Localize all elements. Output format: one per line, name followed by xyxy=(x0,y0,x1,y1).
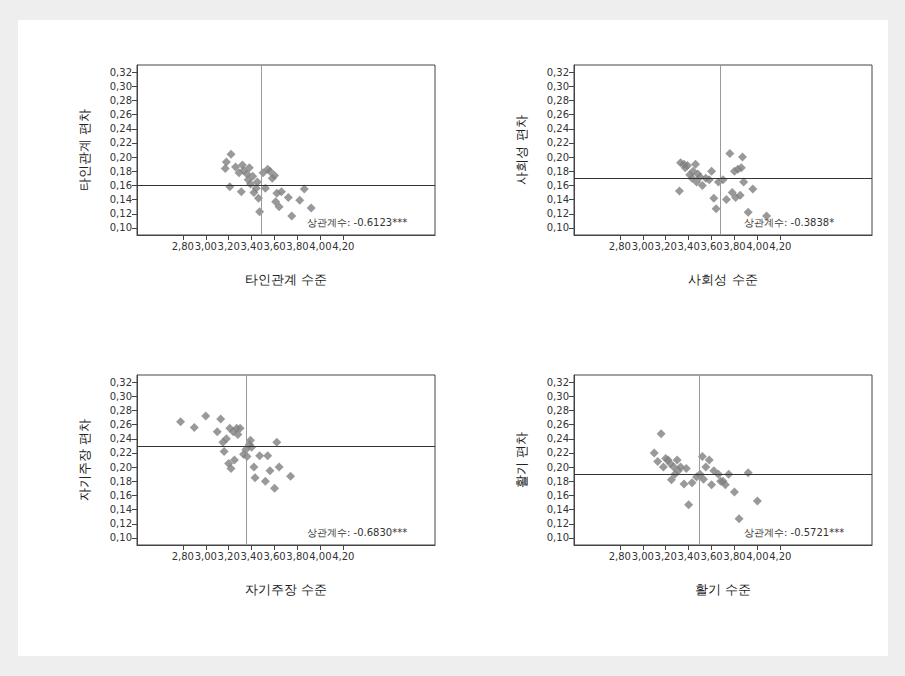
svg-text:0,22: 0,22 xyxy=(110,137,132,148)
svg-text:2,80: 2,80 xyxy=(172,551,194,562)
svg-text:3,40: 3,40 xyxy=(677,241,699,252)
svg-text:3,00: 3,00 xyxy=(195,241,217,252)
svg-text:0,32: 0,32 xyxy=(547,67,569,78)
svg-text:0,12: 0,12 xyxy=(547,518,569,529)
svg-text:0,32: 0,32 xyxy=(547,377,569,388)
svg-text:2,80: 2,80 xyxy=(172,241,194,252)
svg-text:0,12: 0,12 xyxy=(547,208,569,219)
svg-text:활기 편차: 활기 편차 xyxy=(514,432,529,488)
svg-text:0,10: 0,10 xyxy=(110,222,132,233)
svg-text:0,18: 0,18 xyxy=(110,166,132,177)
svg-text:0,26: 0,26 xyxy=(110,109,132,120)
svg-text:0,16: 0,16 xyxy=(110,180,132,191)
svg-text:0,26: 0,26 xyxy=(547,419,569,430)
svg-text:0,10: 0,10 xyxy=(547,222,569,233)
svg-text:3,60: 3,60 xyxy=(700,241,722,252)
svg-text:0,22: 0,22 xyxy=(110,447,132,458)
svg-text:0,28: 0,28 xyxy=(547,95,569,106)
svg-text:0,28: 0,28 xyxy=(110,405,132,416)
svg-text:0,26: 0,26 xyxy=(110,419,132,430)
svg-text:0,22: 0,22 xyxy=(547,447,569,458)
svg-text:0,14: 0,14 xyxy=(547,194,569,205)
svg-text:4,20: 4,20 xyxy=(332,241,354,252)
svg-text:0,24: 0,24 xyxy=(110,433,132,444)
svg-text:0,18: 0,18 xyxy=(110,476,132,487)
svg-text:3,40: 3,40 xyxy=(240,551,262,562)
svg-text:사회성 수준: 사회성 수준 xyxy=(688,272,757,287)
svg-text:3,20: 3,20 xyxy=(655,551,677,562)
svg-text:0,28: 0,28 xyxy=(547,405,569,416)
svg-text:0,22: 0,22 xyxy=(547,137,569,148)
svg-text:0,20: 0,20 xyxy=(110,462,132,473)
svg-text:3,80: 3,80 xyxy=(723,551,745,562)
svg-text:0,14: 0,14 xyxy=(110,504,132,515)
svg-text:3,60: 3,60 xyxy=(700,551,722,562)
svg-text:3,40: 3,40 xyxy=(240,241,262,252)
svg-text:0,18: 0,18 xyxy=(547,476,569,487)
svg-text:0,12: 0,12 xyxy=(110,518,132,529)
svg-text:4,00: 4,00 xyxy=(309,551,331,562)
svg-text:3,60: 3,60 xyxy=(263,241,285,252)
svg-text:0,20: 0,20 xyxy=(547,462,569,473)
svg-text:0,10: 0,10 xyxy=(547,532,569,543)
svg-text:0,12: 0,12 xyxy=(110,208,132,219)
svg-text:0,24: 0,24 xyxy=(547,433,569,444)
svg-text:사회성 편차: 사회성 편차 xyxy=(514,115,529,184)
svg-text:2,80: 2,80 xyxy=(609,241,631,252)
svg-text:0,30: 0,30 xyxy=(547,81,569,92)
svg-text:4,00: 4,00 xyxy=(746,551,768,562)
svg-text:0,10: 0,10 xyxy=(110,532,132,543)
svg-text:상관계수: -0.5721***: 상관계수: -0.5721*** xyxy=(744,527,844,538)
svg-text:3,20: 3,20 xyxy=(218,551,240,562)
svg-text:3,80: 3,80 xyxy=(723,241,745,252)
svg-text:3,00: 3,00 xyxy=(632,551,654,562)
svg-text:0,24: 0,24 xyxy=(547,123,569,134)
svg-text:자기주장 편차: 자기주장 편차 xyxy=(77,419,92,501)
svg-text:타인관계 편차: 타인관계 편차 xyxy=(77,109,92,191)
svg-text:0,26: 0,26 xyxy=(547,109,569,120)
svg-text:4,20: 4,20 xyxy=(769,551,791,562)
svg-text:0,30: 0,30 xyxy=(110,81,132,92)
svg-text:타인관계 수준: 타인관계 수준 xyxy=(245,272,327,287)
svg-text:0,14: 0,14 xyxy=(110,194,132,205)
svg-text:0,18: 0,18 xyxy=(547,166,569,177)
svg-text:4,00: 4,00 xyxy=(746,241,768,252)
svg-text:2,80: 2,80 xyxy=(609,551,631,562)
svg-text:4,20: 4,20 xyxy=(769,241,791,252)
svg-text:4,00: 4,00 xyxy=(309,241,331,252)
svg-text:0,16: 0,16 xyxy=(110,490,132,501)
svg-text:0,14: 0,14 xyxy=(547,504,569,515)
svg-text:0,28: 0,28 xyxy=(110,95,132,106)
svg-text:3,60: 3,60 xyxy=(263,551,285,562)
svg-text:0,20: 0,20 xyxy=(110,152,132,163)
svg-text:0,20: 0,20 xyxy=(547,152,569,163)
svg-text:0,24: 0,24 xyxy=(110,123,132,134)
svg-text:0,32: 0,32 xyxy=(110,67,132,78)
svg-text:4,20: 4,20 xyxy=(332,551,354,562)
svg-text:활기 수준: 활기 수준 xyxy=(695,582,751,597)
svg-text:자기주장 수준: 자기주장 수준 xyxy=(245,582,327,597)
svg-text:3,40: 3,40 xyxy=(677,551,699,562)
svg-text:0,32: 0,32 xyxy=(110,377,132,388)
svg-text:3,00: 3,00 xyxy=(632,241,654,252)
svg-text:상관계수: -0.3838*: 상관계수: -0.3838* xyxy=(744,217,834,228)
svg-text:3,00: 3,00 xyxy=(195,551,217,562)
svg-text:3,20: 3,20 xyxy=(655,241,677,252)
svg-text:3,80: 3,80 xyxy=(286,551,308,562)
svg-text:0,16: 0,16 xyxy=(547,490,569,501)
svg-text:0,30: 0,30 xyxy=(547,391,569,402)
svg-text:상관계수: -0.6830***: 상관계수: -0.6830*** xyxy=(307,527,407,538)
svg-text:0,16: 0,16 xyxy=(547,180,569,191)
svg-text:3,80: 3,80 xyxy=(286,241,308,252)
svg-text:상관계수: -0.6123***: 상관계수: -0.6123*** xyxy=(307,217,407,228)
svg-text:3,20: 3,20 xyxy=(218,241,240,252)
svg-text:0,30: 0,30 xyxy=(110,391,132,402)
